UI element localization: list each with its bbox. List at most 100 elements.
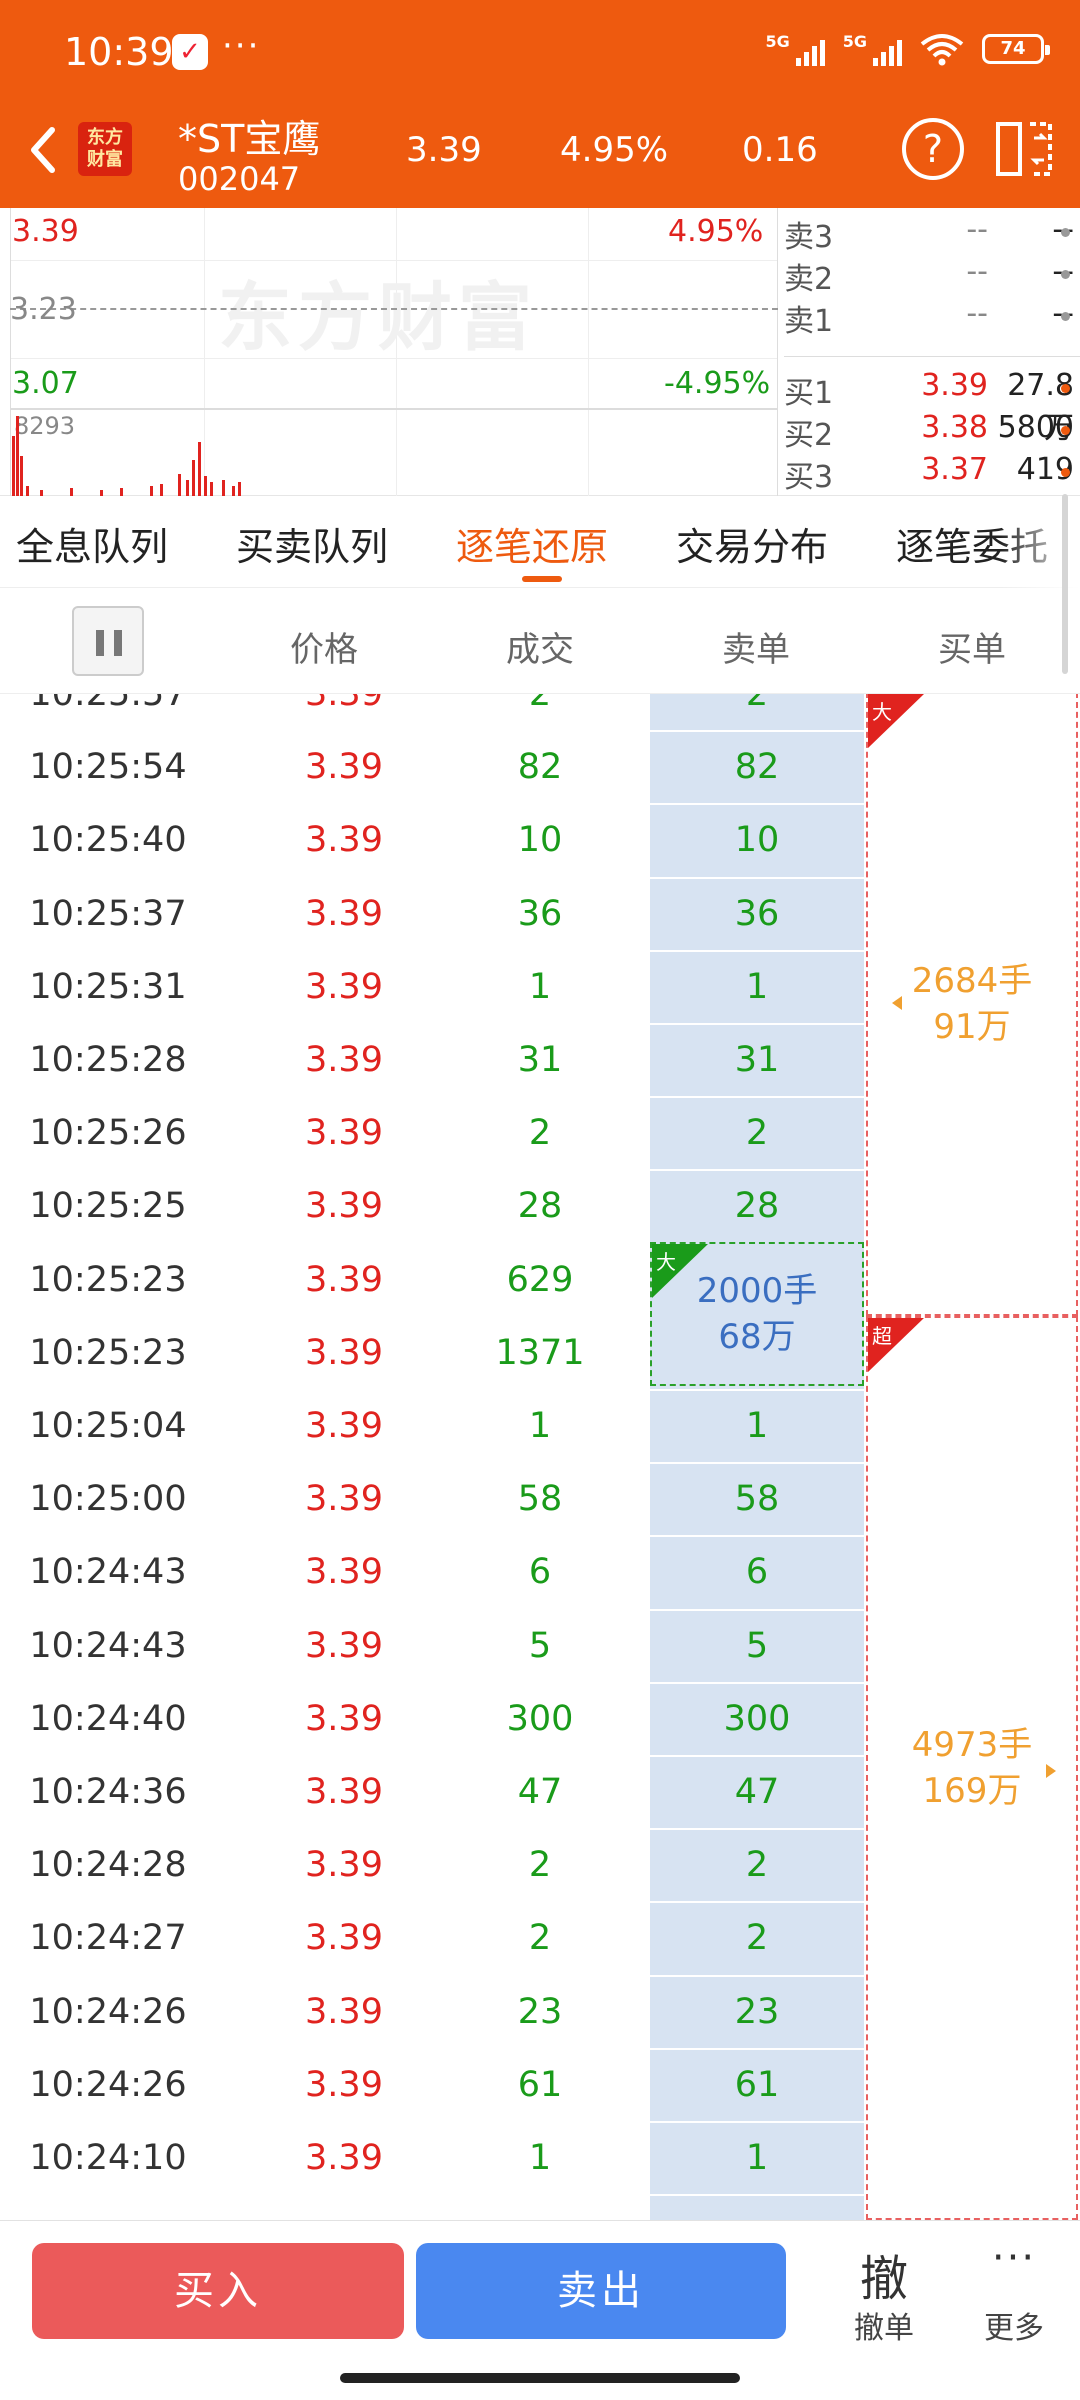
level-price: 3.39 — [921, 368, 988, 403]
header: 10:39 ✓ ··· 5G 5G 74 东方 财富 *ST宝鹰 00 — [0, 0, 1080, 208]
row-time: 10:24:26 — [29, 2064, 187, 2105]
row-price: 3.39 — [305, 1113, 383, 1154]
table-row[interactable]: 10:25:57 3.39 2 2 — [0, 694, 1080, 731]
col-price: 价格 — [290, 630, 358, 670]
tab-trade-distribution[interactable]: 交易分布 — [676, 525, 829, 569]
row-volume: 1371 — [495, 1332, 585, 1373]
row-price: 3.39 — [305, 893, 383, 934]
tab-bar: 全息队列 买卖队列 逐笔还原 交易分布 逐笔委托 — [0, 496, 1080, 588]
sell-large-amount: 68万 — [718, 1317, 796, 1357]
table-row[interactable]: 10:25:23 3.39 1371 — [0, 1317, 1080, 1390]
row-price: 3.39 — [305, 1479, 383, 1520]
row-price: 3.39 — [305, 694, 383, 714]
row-sell: 58 — [734, 1479, 780, 1520]
row-volume: 23 — [517, 1991, 563, 2032]
tabs-scrollbar[interactable] — [1062, 494, 1068, 674]
table-row[interactable]: 10:25:04 3.39 1 1 — [0, 1390, 1080, 1463]
stock-code: 002047 — [178, 160, 301, 198]
wifi-icon — [920, 34, 964, 66]
table-row[interactable]: 10:25:23 3.39 629 — [0, 1244, 1080, 1317]
row-sell: 1 — [745, 1406, 769, 1446]
sell-large-block[interactable]: 大 2000手 68万 — [650, 1242, 864, 1386]
row-price: 3.39 — [305, 1918, 383, 1959]
sell-button[interactable]: 卖出 — [416, 2243, 786, 2339]
level-price: 3.38 — [921, 410, 988, 445]
signal-icon: 5G — [765, 32, 825, 66]
table-row[interactable]: 10:24:36 3.39 47 47 — [0, 1756, 1080, 1829]
table-row[interactable]: 10:24:26 3.39 61 61 — [0, 2049, 1080, 2122]
row-price: 3.39 — [305, 966, 383, 1007]
tick-table[interactable]: 10:25:57 3.39 2 2 10:25:54 3.39 82 82 10:25:40 3.… — [0, 694, 1080, 2220]
tab-tick-restore[interactable]: 逐笔还原 — [456, 525, 609, 569]
table-row[interactable]: 10:25:40 3.39 10 10 — [0, 804, 1080, 877]
table-row[interactable]: 10:24:40 3.39 300 300 — [0, 1683, 1080, 1756]
row-volume: 1 — [528, 2138, 552, 2178]
table-row[interactable]: 10:25:25 3.39 28 28 — [0, 1170, 1080, 1243]
row-sell: 6 — [745, 1552, 769, 1593]
table-row[interactable]: 10:25:37 3.39 36 36 — [0, 878, 1080, 951]
level-price: 3.37 — [921, 452, 988, 487]
row-time: 10:25:57 — [29, 694, 187, 714]
table-row[interactable]: 10:24:43 3.39 5 5 — [0, 1610, 1080, 1683]
cancel-order-label[interactable]: 撤单 — [854, 2311, 914, 2346]
more-icon[interactable]: ··· — [991, 2235, 1037, 2281]
row-volume: 2 — [528, 1845, 552, 1886]
stock-name[interactable]: *ST宝鹰 — [178, 117, 321, 161]
row-sell: 5 — [745, 1625, 769, 1666]
buy-level-2[interactable]: 买2 3.38 5800 — [784, 410, 1080, 453]
table-row[interactable]: 10:25:00 3.39 58 58 — [0, 1463, 1080, 1536]
buy-button[interactable]: 买入 — [32, 2243, 404, 2339]
buy-super-block[interactable]: 超 4973手 169万 — [866, 1316, 1078, 2220]
row-time: 10:24:26 — [29, 1991, 187, 2032]
tab-bid-ask-queue[interactable]: 买卖队列 — [236, 525, 389, 569]
col-sell-order: 卖单 — [722, 630, 790, 670]
home-indicator[interactable] — [340, 2373, 740, 2383]
table-row[interactable]: 10:25:31 3.39 1 1 — [0, 951, 1080, 1024]
signal-icon: 5G — [843, 32, 902, 66]
row-sell: 2 — [745, 1845, 769, 1886]
row-volume: 2 — [528, 1918, 552, 1959]
volume-bars — [10, 412, 250, 496]
table-row[interactable]: 10:24:43 3.39 6 6 — [0, 1536, 1080, 1609]
table-row[interactable]: 10:25:54 3.39 82 82 — [0, 731, 1080, 804]
level-volume: 27.8万 — [1007, 368, 1074, 446]
sell-level-3[interactable]: 卖1---- — [784, 296, 1080, 339]
more-label[interactable]: 更多 — [984, 2311, 1044, 2346]
stock-price: 3.39 — [406, 130, 482, 170]
table-row[interactable]: 10:25:28 3.39 31 31 — [0, 1024, 1080, 1097]
row-volume: 61 — [517, 2064, 563, 2105]
stock-change-pct: 4.95% — [560, 130, 669, 170]
row-time: 10:25:04 — [29, 1406, 187, 1446]
help-icon[interactable]: ? — [902, 118, 964, 180]
buy-level-3[interactable]: 买3 3.37 419 — [784, 452, 1080, 495]
sell-level-2[interactable]: 卖2---- — [784, 254, 1080, 297]
stock-change: 0.16 — [742, 130, 818, 170]
row-time: 10:25:25 — [29, 1186, 187, 1227]
table-row[interactable]: 10:24:27 3.39 2 2 — [0, 1902, 1080, 1975]
table-row[interactable]: 10:24:28 3.39 2 2 — [0, 1829, 1080, 1902]
table-row[interactable]: 10:24:10 3.39 1 1 — [0, 2122, 1080, 2195]
chart-high-pct: 4.95% — [668, 214, 764, 249]
tab-full-queue[interactable]: 全息队列 — [16, 525, 169, 569]
row-volume: 6 — [528, 1552, 552, 1593]
chart-mid: 3.23 — [10, 292, 77, 327]
level-label: 卖3 — [784, 220, 834, 255]
row-price: 3.39 — [305, 2064, 383, 2105]
status-time: 10:39 — [64, 30, 174, 74]
pause-icon[interactable] — [72, 606, 144, 676]
buy-large-block[interactable]: 大 2684手 91万 — [866, 694, 1078, 1316]
cancel-order-icon[interactable]: 撤 — [859, 2251, 908, 2307]
watermark: 东方财富 — [218, 275, 538, 361]
intraday-mini-chart[interactable]: 东方财富 3.39 4.95% 3.23 3.07 -4.95% 8293 卖3… — [0, 208, 1080, 496]
sell-level-1[interactable]: 卖3---- — [784, 212, 1080, 255]
back-arrow-icon[interactable] — [22, 120, 62, 180]
row-sell: 10 — [734, 820, 780, 861]
buy-large-lots: 2684手 — [911, 961, 1033, 1001]
row-volume: 300 — [506, 1698, 574, 1739]
table-row[interactable]: 10:24:26 3.39 23 23 — [0, 1976, 1080, 2049]
buy-level-1[interactable]: 买1 3.39 27.8万 — [784, 368, 1080, 446]
volume-max: 8293 — [14, 412, 76, 440]
table-row[interactable]: 10:25:26 3.39 2 2 — [0, 1097, 1080, 1170]
layout-switch-icon[interactable] — [994, 118, 1056, 180]
row-time: 10:25:23 — [29, 1259, 187, 1300]
